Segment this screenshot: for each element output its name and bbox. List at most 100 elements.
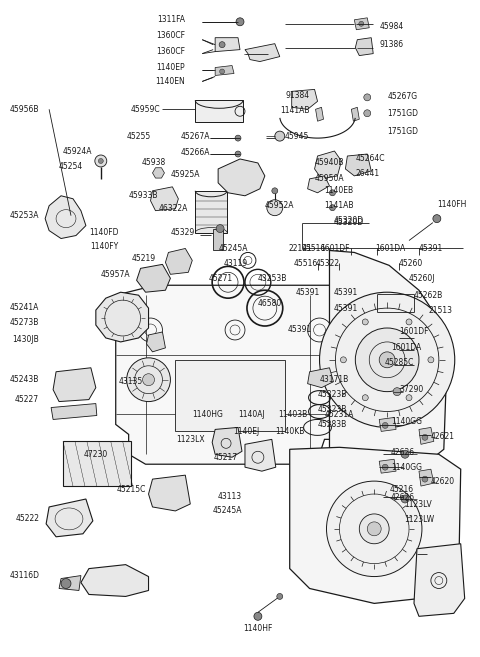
Text: 45262B: 45262B	[414, 290, 443, 300]
Bar	[213, 229, 223, 250]
Text: 1751GD: 1751GD	[387, 127, 418, 135]
Text: 45254: 45254	[59, 162, 83, 171]
Text: 45267A: 45267A	[180, 131, 210, 141]
Text: 45260J: 45260J	[409, 274, 435, 283]
Text: 45267G: 45267G	[387, 92, 417, 101]
Text: 37290: 37290	[399, 385, 423, 394]
Text: 45227: 45227	[15, 395, 39, 404]
Text: 1140HF: 1140HF	[243, 623, 273, 633]
Polygon shape	[151, 187, 179, 211]
Text: 45320D: 45320D	[334, 216, 363, 225]
Text: 43119: 43119	[224, 259, 248, 268]
Circle shape	[393, 388, 401, 396]
Circle shape	[277, 593, 283, 599]
Polygon shape	[215, 37, 240, 52]
Text: 45231A: 45231A	[325, 410, 354, 419]
Text: 45925A: 45925A	[171, 170, 200, 179]
Circle shape	[355, 328, 419, 392]
Polygon shape	[290, 447, 461, 603]
Polygon shape	[379, 417, 396, 432]
Text: 45391: 45391	[334, 304, 358, 313]
Polygon shape	[355, 37, 373, 56]
Text: 45243B: 45243B	[10, 375, 39, 384]
Circle shape	[254, 612, 262, 620]
Text: 1140FH: 1140FH	[437, 200, 466, 209]
Text: 45222: 45222	[15, 514, 39, 524]
Text: 1140KB: 1140KB	[275, 427, 305, 436]
Polygon shape	[308, 176, 329, 193]
Polygon shape	[329, 250, 447, 474]
Polygon shape	[218, 159, 265, 196]
Text: 1751GD: 1751GD	[387, 109, 418, 118]
Text: 42626: 42626	[391, 493, 415, 501]
Text: 45264C: 45264C	[355, 154, 385, 164]
Text: 43253B: 43253B	[258, 274, 287, 283]
Circle shape	[401, 495, 409, 503]
Text: 26441: 26441	[355, 170, 380, 179]
Bar	[195, 101, 243, 122]
Circle shape	[367, 522, 381, 536]
Circle shape	[326, 481, 422, 577]
Text: 45255: 45255	[126, 131, 151, 141]
Circle shape	[235, 135, 241, 141]
Text: 46322A: 46322A	[159, 204, 188, 214]
Text: 45391: 45391	[419, 244, 443, 253]
Text: 1140EB: 1140EB	[324, 187, 354, 195]
Text: 45959C: 45959C	[131, 104, 160, 114]
Text: 1141AB: 1141AB	[324, 201, 354, 210]
Polygon shape	[346, 154, 371, 176]
Circle shape	[143, 374, 155, 386]
Circle shape	[340, 357, 347, 363]
Polygon shape	[314, 151, 341, 179]
Text: 45216: 45216	[389, 485, 413, 493]
Text: 1601DF: 1601DF	[399, 327, 429, 336]
Text: 1123LV: 1123LV	[404, 501, 432, 509]
Polygon shape	[46, 499, 93, 537]
Text: 1140EP: 1140EP	[156, 63, 185, 72]
Polygon shape	[351, 107, 360, 121]
Circle shape	[364, 110, 371, 117]
Text: 45933B: 45933B	[129, 191, 158, 200]
Circle shape	[406, 319, 412, 325]
Text: 91384: 91384	[286, 91, 310, 100]
Circle shape	[362, 319, 368, 325]
Text: 45945: 45945	[285, 131, 309, 141]
Text: 22121: 22121	[289, 244, 312, 253]
Polygon shape	[419, 428, 434, 444]
Text: 42621: 42621	[431, 432, 455, 441]
Text: 45245A: 45245A	[213, 507, 242, 516]
Text: 45283B: 45283B	[318, 420, 347, 429]
Polygon shape	[166, 248, 192, 275]
Text: 46580: 46580	[258, 299, 282, 307]
Text: 45516: 45516	[301, 244, 325, 253]
Bar	[63, 442, 131, 486]
Text: 47230: 47230	[84, 450, 108, 459]
Text: 45271: 45271	[209, 274, 233, 283]
Polygon shape	[245, 43, 280, 62]
Text: 45516: 45516	[293, 259, 318, 268]
Polygon shape	[315, 107, 324, 121]
Text: 45391: 45391	[296, 288, 320, 297]
Text: 1360CF: 1360CF	[156, 31, 185, 40]
Text: 1140HG: 1140HG	[192, 410, 223, 419]
Circle shape	[61, 579, 71, 589]
Text: 91386: 91386	[379, 40, 403, 49]
Text: 1601DA: 1601DA	[375, 244, 406, 253]
Text: 1430JB: 1430JB	[12, 336, 39, 344]
Polygon shape	[59, 576, 81, 591]
Text: 1123LW: 1123LW	[404, 515, 434, 524]
Text: 45323B: 45323B	[318, 390, 347, 399]
Text: 45940B: 45940B	[314, 158, 344, 168]
Text: 45273B: 45273B	[10, 317, 39, 327]
Text: 45215C: 45215C	[116, 485, 145, 493]
Circle shape	[220, 69, 225, 74]
Polygon shape	[146, 332, 166, 352]
Text: 45950A: 45950A	[314, 174, 344, 183]
Text: 45219: 45219	[132, 254, 156, 263]
Circle shape	[216, 225, 224, 233]
Text: 45241A: 45241A	[10, 303, 39, 311]
Circle shape	[329, 190, 336, 196]
Text: 45391: 45391	[334, 288, 358, 297]
Circle shape	[379, 352, 395, 368]
Circle shape	[360, 514, 389, 544]
